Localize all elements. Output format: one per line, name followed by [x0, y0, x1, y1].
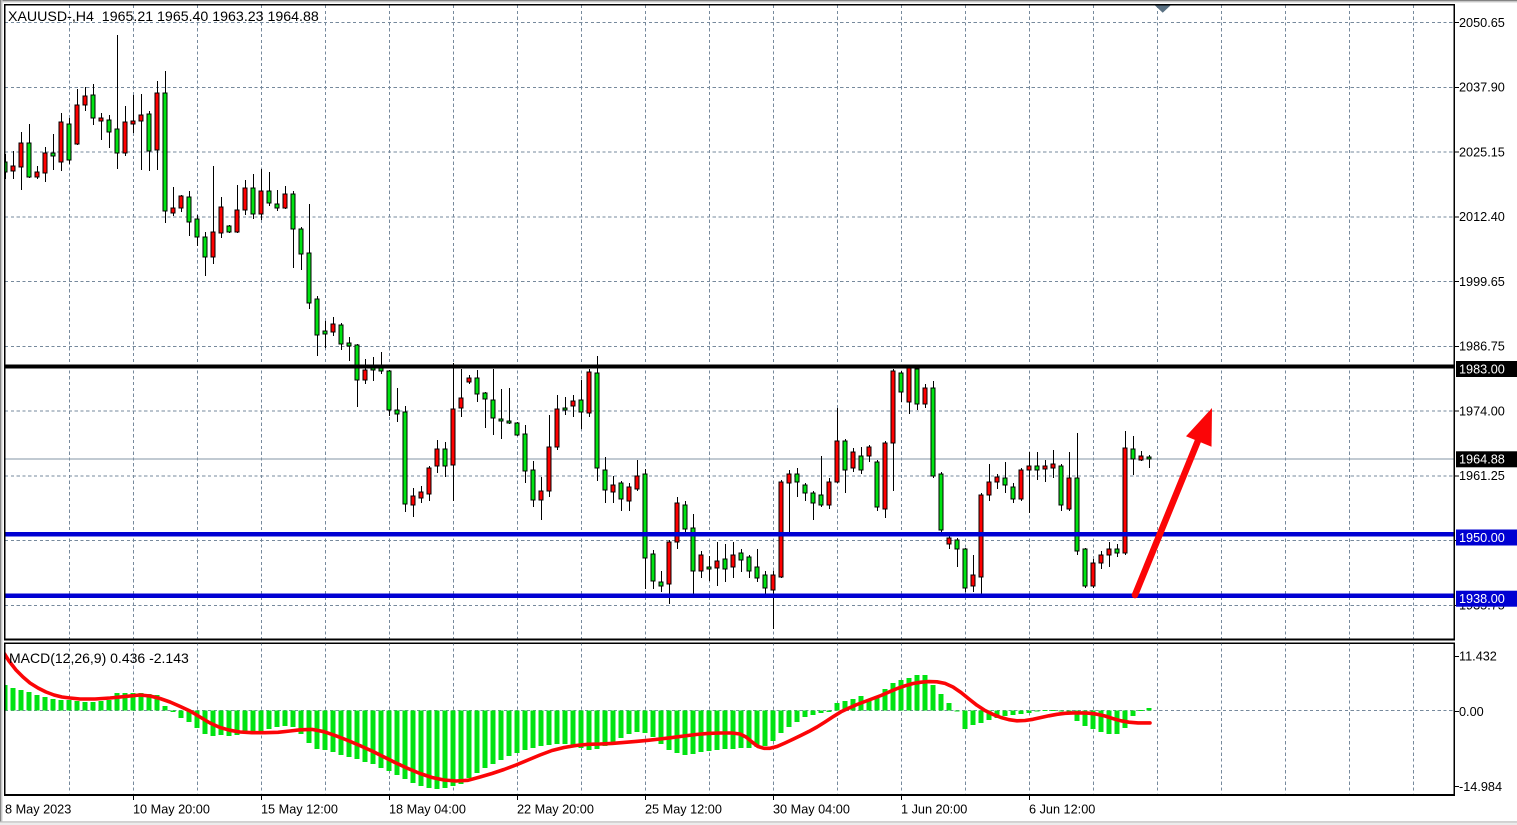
svg-text:-14.984: -14.984	[1459, 780, 1502, 794]
svg-text:1 Jun 20:00: 1 Jun 20:00	[901, 803, 967, 817]
svg-text:0.00: 0.00	[1459, 705, 1484, 719]
svg-text:18 May 04:00: 18 May 04:00	[389, 803, 466, 817]
svg-text:22 May 20:00: 22 May 20:00	[517, 803, 594, 817]
svg-text:2025.15: 2025.15	[1459, 145, 1505, 159]
svg-text:1974.00: 1974.00	[1459, 404, 1505, 418]
svg-text:1986.75: 1986.75	[1459, 340, 1505, 354]
svg-text:MACD(12,26,9) 0.436 -2.143: MACD(12,26,9) 0.436 -2.143	[9, 650, 189, 666]
svg-text:30 May 04:00: 30 May 04:00	[773, 803, 850, 817]
svg-text:25 May 12:00: 25 May 12:00	[645, 803, 722, 817]
svg-text:XAUUSD-,H4 1965.21 1965.40 19: XAUUSD-,H4 1965.21 1965.40 1963.23 1964.…	[8, 9, 319, 25]
svg-text:2037.90: 2037.90	[1459, 81, 1505, 95]
svg-text:1999.65: 1999.65	[1459, 275, 1505, 289]
svg-text:6 Jun 12:00: 6 Jun 12:00	[1029, 803, 1095, 817]
svg-text:1964.88: 1964.88	[1459, 453, 1505, 467]
svg-text:1983.00: 1983.00	[1459, 362, 1505, 376]
svg-text:2050.65: 2050.65	[1459, 16, 1505, 30]
svg-text:1938.00: 1938.00	[1459, 592, 1505, 606]
svg-text:1961.25: 1961.25	[1459, 469, 1505, 483]
svg-text:11.432: 11.432	[1459, 650, 1497, 664]
svg-text:2012.40: 2012.40	[1459, 210, 1505, 224]
svg-text:10 May 20:00: 10 May 20:00	[133, 803, 210, 817]
svg-text:8 May 2023: 8 May 2023	[5, 803, 71, 817]
svg-text:15 May 12:00: 15 May 12:00	[261, 803, 338, 817]
svg-text:1950.00: 1950.00	[1459, 531, 1505, 545]
